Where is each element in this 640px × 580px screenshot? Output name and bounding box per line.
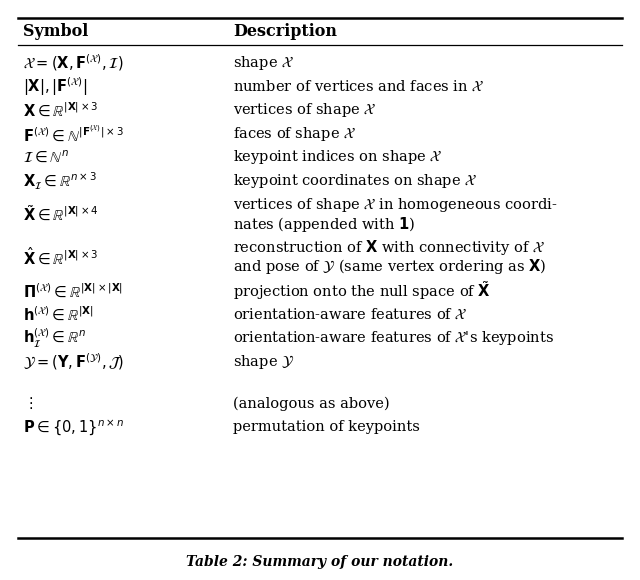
Text: keypoint indices on shape $\mathcal{X}$: keypoint indices on shape $\mathcal{X}$ xyxy=(233,148,443,166)
Text: $\mathbf{X}_{\mathcal{I}} \in \mathbb{R}^{n\times 3}$: $\mathbf{X}_{\mathcal{I}} \in \mathbb{R}… xyxy=(23,171,97,192)
Text: keypoint coordinates on shape $\mathcal{X}$: keypoint coordinates on shape $\mathcal{… xyxy=(233,172,477,190)
Text: orientation-aware features of $\mathcal{X}$'s keypoints: orientation-aware features of $\mathcal{… xyxy=(233,329,554,347)
Text: $|\mathbf{X}|, |\mathbf{F}^{(\mathcal{X})}|$: $|\mathbf{X}|, |\mathbf{F}^{(\mathcal{X}… xyxy=(23,75,87,97)
Text: orientation-aware features of $\mathcal{X}$: orientation-aware features of $\mathcal{… xyxy=(233,307,468,321)
Text: $\mathbf{X} \in \mathbb{R}^{|\mathbf{X}|\times 3}$: $\mathbf{X} \in \mathbb{R}^{|\mathbf{X}|… xyxy=(23,101,99,119)
Text: vertices of shape $\mathcal{X}$: vertices of shape $\mathcal{X}$ xyxy=(233,101,376,119)
Text: nates (appended with $\mathbf{1}$): nates (appended with $\mathbf{1}$) xyxy=(233,215,415,234)
Text: projection onto the null space of $\tilde{\mathbf{X}}$: projection onto the null space of $\tild… xyxy=(233,279,491,302)
Text: $\mathbf{\Pi}^{(\mathcal{X})} \in \mathbb{R}^{|\mathbf{X}|\times|\mathbf{X}|}$: $\mathbf{\Pi}^{(\mathcal{X})} \in \mathb… xyxy=(23,282,123,300)
Text: Table 2: Summary of our notation.: Table 2: Summary of our notation. xyxy=(186,555,454,569)
Text: shape $\mathcal{X}$: shape $\mathcal{X}$ xyxy=(233,53,294,71)
Text: $\mathcal{X} = (\mathbf{X}, \mathbf{F}^{(\mathcal{X})}, \mathcal{I})$: $\mathcal{X} = (\mathbf{X}, \mathbf{F}^{… xyxy=(23,52,124,73)
Text: vertices of shape $\mathcal{X}$ in homogeneous coordi-: vertices of shape $\mathcal{X}$ in homog… xyxy=(233,196,557,214)
Text: $\vdots$: $\vdots$ xyxy=(23,396,33,411)
Text: $\mathbf{h}^{(\mathcal{X})}_{\mathcal{I}} \in \mathbb{R}^{n}$: $\mathbf{h}^{(\mathcal{X})}_{\mathcal{I}… xyxy=(23,327,86,350)
Text: $\mathcal{I} \in \mathbb{N}^{n}$: $\mathcal{I} \in \mathbb{N}^{n}$ xyxy=(23,150,69,165)
Text: number of vertices and faces in $\mathcal{X}$: number of vertices and faces in $\mathca… xyxy=(233,79,484,93)
Text: reconstruction of $\mathbf{X}$ with connectivity of $\mathcal{X}$: reconstruction of $\mathbf{X}$ with conn… xyxy=(233,238,545,257)
Text: permutation of keypoints: permutation of keypoints xyxy=(233,420,420,434)
Text: $\tilde{\mathbf{X}} \in \mathbb{R}^{|\mathbf{X}|\times 4}$: $\tilde{\mathbf{X}} \in \mathbb{R}^{|\ma… xyxy=(23,205,99,224)
Text: $\mathbf{F}^{(\mathcal{X})} \in \mathbb{N}^{|\mathbf{F}^{(\mathcal{X})}|\times 3: $\mathbf{F}^{(\mathcal{X})} \in \mathbb{… xyxy=(23,124,124,144)
Text: faces of shape $\mathcal{X}$: faces of shape $\mathcal{X}$ xyxy=(233,125,356,143)
Text: $\mathbf{P} \in \{0, 1\}^{n\times n}$: $\mathbf{P} \in \{0, 1\}^{n\times n}$ xyxy=(23,417,124,437)
Text: $\hat{\mathbf{X}} \in \mathbb{R}^{|\mathbf{X}|\times 3}$: $\hat{\mathbf{X}} \in \mathbb{R}^{|\math… xyxy=(23,246,99,268)
Text: and pose of $\mathcal{Y}$ (same vertex ordering as $\mathbf{X}$): and pose of $\mathcal{Y}$ (same vertex o… xyxy=(233,258,547,277)
Text: (analogous as above): (analogous as above) xyxy=(233,396,390,411)
Text: $\mathcal{Y} = (\mathbf{Y}, \mathbf{F}^{(\mathcal{Y})}, \mathcal{J})$: $\mathcal{Y} = (\mathbf{Y}, \mathbf{F}^{… xyxy=(23,351,124,372)
Text: Description: Description xyxy=(233,23,337,40)
Text: Symbol: Symbol xyxy=(23,23,88,40)
Text: $\mathbf{h}^{(\mathcal{X})} \in \mathbb{R}^{|\mathbf{X}|}$: $\mathbf{h}^{(\mathcal{X})} \in \mathbb{… xyxy=(23,305,94,323)
Text: shape $\mathcal{Y}$: shape $\mathcal{Y}$ xyxy=(233,353,294,371)
